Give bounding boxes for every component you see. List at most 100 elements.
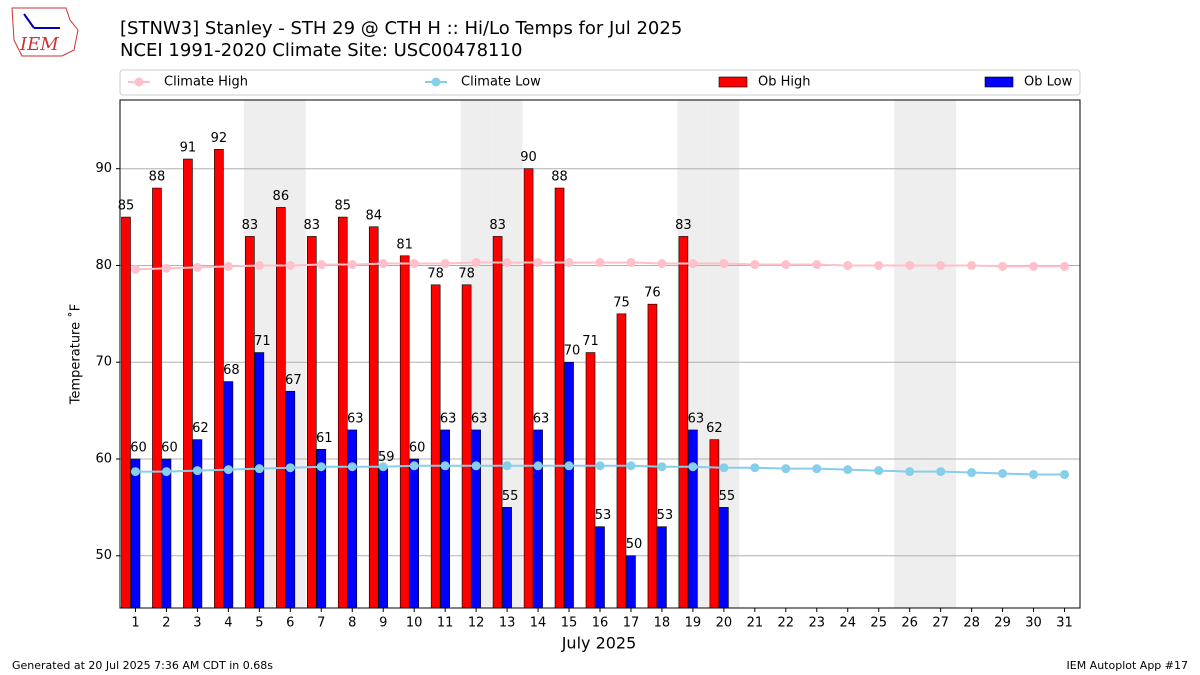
line-point (502, 258, 512, 268)
x-tick-label: 30 (1025, 616, 1042, 631)
data-label: 63 (533, 411, 550, 426)
line-point (285, 463, 295, 473)
line-point (967, 468, 977, 478)
data-label: 63 (440, 411, 457, 426)
legend-marker (431, 77, 441, 87)
legend-label: Ob Low (1024, 75, 1073, 90)
bar (657, 526, 667, 609)
x-tick-label: 21 (747, 616, 764, 631)
bar (161, 458, 172, 609)
x-tick-label: 20 (716, 616, 733, 631)
footer-left: Generated at 20 Jul 2025 7:36 AM CDT in … (12, 659, 273, 672)
data-label: 78 (427, 266, 444, 281)
data-label: 63 (688, 411, 705, 426)
bar (719, 507, 729, 609)
line-point (781, 259, 791, 269)
logo: IEM (11, 7, 79, 57)
x-tick-label: 17 (623, 616, 640, 631)
data-label: 62 (192, 421, 209, 436)
data-label: 85 (118, 199, 135, 214)
line-point (130, 264, 140, 274)
x-tick-label: 13 (499, 616, 516, 631)
x-tick-label: 5 (255, 616, 263, 631)
x-tick-label: 31 (1056, 616, 1073, 631)
line-point (161, 263, 171, 273)
line-point (161, 467, 171, 477)
data-label: 83 (242, 218, 259, 233)
y-tick-label: 60 (95, 451, 112, 466)
line-point (843, 260, 853, 270)
data-label: 78 (458, 266, 475, 281)
bar (678, 236, 689, 609)
bar (276, 207, 286, 609)
chart-title: [STNW3] Stanley - STH 29 @ CTH H :: Hi/L… (120, 18, 682, 39)
bar (368, 226, 379, 609)
data-label: 60 (130, 440, 147, 455)
y-tick-label: 50 (95, 548, 112, 563)
legend-swatch (984, 76, 1014, 88)
line-point (595, 461, 605, 471)
bar (347, 429, 358, 609)
line-point (626, 258, 636, 268)
bar (223, 381, 234, 609)
bar (461, 284, 472, 609)
data-label: 86 (273, 189, 290, 204)
line-point (998, 261, 1008, 271)
bar (337, 216, 348, 609)
bar (688, 429, 698, 609)
bar (399, 255, 410, 609)
data-label: 83 (304, 218, 321, 233)
line-point (1060, 469, 1070, 479)
line-point (409, 259, 419, 269)
data-label: 92 (211, 131, 228, 146)
line-point (936, 260, 946, 270)
x-tick-label: 15 (561, 616, 578, 631)
data-label: 91 (180, 141, 197, 156)
line-point (440, 461, 450, 471)
data-label: 70 (564, 344, 581, 359)
x-tick-label: 22 (778, 616, 795, 631)
x-tick-label: 11 (437, 616, 454, 631)
x-axis-label: July 2025 (561, 634, 637, 653)
bar (585, 352, 596, 609)
bar (440, 429, 450, 609)
bar (647, 303, 658, 609)
data-label: 71 (254, 334, 271, 349)
bar (285, 390, 296, 609)
y-tick-label: 70 (95, 355, 112, 370)
legend-label: Ob High (758, 75, 811, 90)
data-label: 75 (613, 295, 630, 310)
line-point (936, 467, 946, 477)
line-point (905, 467, 915, 477)
bar (533, 429, 543, 609)
line-point (347, 462, 357, 472)
line-point (626, 461, 636, 471)
x-tick-label: 25 (870, 616, 887, 631)
plot-frame (119, 99, 1081, 609)
x-tick-label: 27 (932, 616, 949, 631)
line-point (1029, 469, 1039, 479)
bar (492, 236, 503, 609)
bar (430, 284, 441, 609)
line-point (564, 461, 574, 471)
data-label: 76 (644, 286, 661, 301)
line-point (316, 259, 326, 269)
x-tick-label: 4 (224, 616, 232, 631)
x-tick-label: 8 (348, 616, 356, 631)
data-label: 84 (365, 208, 382, 223)
line-point (564, 258, 574, 268)
data-label: 88 (149, 170, 166, 185)
line-point (223, 261, 233, 271)
line-point (471, 461, 481, 471)
data-label: 55 (502, 489, 519, 504)
line-point (750, 463, 760, 473)
x-tick-label: 23 (809, 616, 826, 631)
x-tick-label: 3 (193, 616, 201, 631)
bar (595, 526, 605, 609)
x-tick-label: 2 (162, 616, 170, 631)
line-point (471, 258, 481, 268)
bar (245, 236, 255, 609)
bar (471, 429, 481, 609)
line-point (316, 462, 326, 472)
